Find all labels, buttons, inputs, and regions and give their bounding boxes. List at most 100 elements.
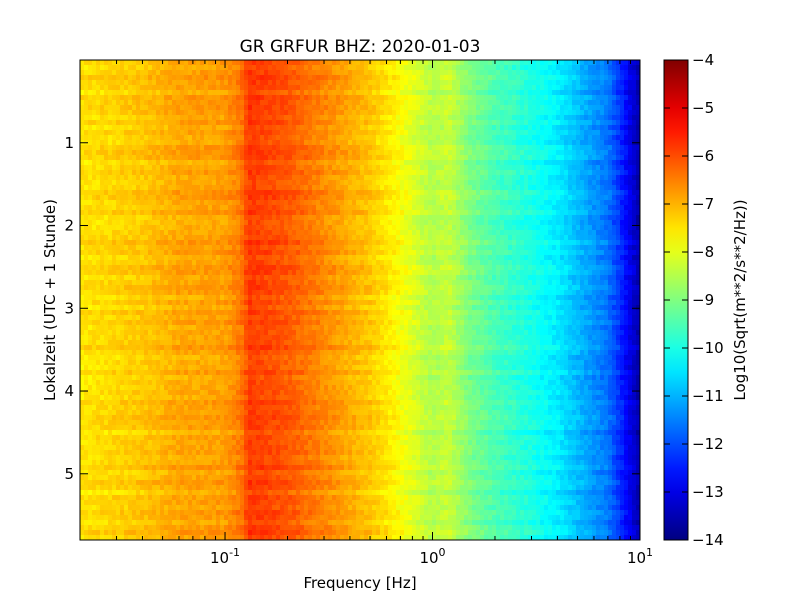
heatmap-cell — [88, 430, 93, 436]
heatmap-cell — [256, 85, 261, 91]
heatmap-cell — [228, 75, 233, 81]
heatmap-cell — [132, 450, 137, 456]
heatmap-cell — [260, 280, 265, 286]
heatmap-cell — [112, 360, 117, 366]
heatmap-cell — [152, 475, 157, 481]
heatmap-cell — [220, 235, 225, 241]
heatmap-cell — [272, 105, 277, 111]
heatmap-cell — [176, 250, 181, 256]
heatmap-cell — [176, 180, 181, 186]
heatmap-cell — [108, 305, 113, 311]
heatmap-cell — [92, 325, 97, 331]
heatmap-cell — [124, 270, 129, 276]
heatmap-cell — [152, 230, 157, 236]
heatmap-cell — [136, 420, 141, 426]
heatmap-cell — [256, 285, 261, 291]
heatmap-cell — [84, 205, 89, 211]
heatmap-cell — [252, 520, 257, 526]
heatmap-cell — [108, 430, 113, 436]
heatmap-cell — [276, 365, 281, 371]
heatmap-cell — [100, 280, 105, 286]
heatmap-cell — [228, 470, 233, 476]
heatmap-cell — [284, 75, 289, 81]
heatmap-cell — [152, 445, 157, 451]
heatmap-cell — [184, 245, 189, 251]
heatmap-cell — [176, 240, 181, 246]
heatmap-cell — [248, 145, 253, 151]
heatmap-cell — [220, 525, 225, 531]
heatmap-cell — [212, 470, 217, 476]
heatmap-cell — [88, 265, 93, 271]
heatmap-cell — [248, 120, 253, 126]
heatmap-cell — [168, 400, 173, 406]
heatmap-cell — [208, 335, 213, 341]
heatmap-cell — [104, 455, 109, 461]
heatmap-cell — [276, 130, 281, 136]
heatmap-cell — [112, 495, 117, 501]
heatmap-cell — [104, 430, 109, 436]
heatmap-cell — [276, 350, 281, 356]
heatmap-cell — [260, 305, 265, 311]
heatmap-cell — [164, 240, 169, 246]
heatmap-cell — [160, 160, 165, 166]
heatmap-cell — [236, 385, 241, 391]
heatmap-cell — [204, 415, 209, 421]
heatmap-cell — [212, 480, 217, 486]
heatmap-cell — [252, 475, 257, 481]
heatmap-cell — [224, 165, 229, 171]
heatmap-cell — [168, 270, 173, 276]
heatmap-cell — [260, 160, 265, 166]
heatmap-cell — [284, 335, 289, 341]
heatmap-cell — [236, 480, 241, 486]
heatmap-cell — [128, 295, 133, 301]
heatmap-cell — [276, 490, 281, 496]
heatmap-cell — [192, 105, 197, 111]
heatmap-cell — [144, 485, 149, 491]
heatmap-cell — [200, 115, 205, 121]
heatmap-cell — [88, 175, 93, 181]
heatmap-cell — [160, 465, 165, 471]
heatmap-cell — [220, 390, 225, 396]
heatmap-cell — [224, 300, 229, 306]
heatmap-cell — [108, 155, 113, 161]
heatmap-cell — [248, 410, 253, 416]
heatmap-cell — [216, 515, 221, 521]
heatmap-cell — [80, 495, 85, 501]
heatmap-cell — [280, 385, 285, 391]
heatmap-cell — [152, 315, 157, 321]
heatmap-cell — [260, 125, 265, 131]
heatmap-cell — [124, 305, 129, 311]
heatmap-cell — [180, 290, 185, 296]
heatmap-cell — [176, 150, 181, 156]
heatmap-cell — [136, 185, 141, 191]
heatmap-cell — [176, 480, 181, 486]
heatmap-cell — [100, 255, 105, 261]
heatmap-cell — [96, 365, 101, 371]
heatmap-cell — [256, 500, 261, 506]
heatmap-cell — [112, 275, 117, 281]
heatmap-cell — [200, 425, 205, 431]
heatmap-cell — [120, 265, 125, 271]
heatmap-cell — [100, 460, 105, 466]
heatmap-cell — [168, 410, 173, 416]
heatmap-cell — [188, 75, 193, 81]
heatmap-cell — [196, 280, 201, 286]
heatmap-cell — [124, 140, 129, 146]
heatmap-cell — [276, 485, 281, 491]
heatmap-cell — [164, 210, 169, 216]
heatmap-cell — [268, 485, 273, 491]
heatmap-cell — [208, 395, 213, 401]
heatmap-cell — [128, 485, 133, 491]
heatmap-cell — [264, 500, 269, 506]
heatmap-cell — [268, 245, 273, 251]
heatmap-cell — [148, 485, 153, 491]
heatmap-cell — [144, 380, 149, 386]
heatmap-cell — [176, 275, 181, 281]
heatmap-cell — [196, 95, 201, 101]
heatmap-cell — [212, 250, 217, 256]
heatmap-cell — [188, 515, 193, 521]
heatmap-cell — [196, 300, 201, 306]
heatmap-cell — [232, 170, 237, 176]
heatmap-cell — [196, 260, 201, 266]
heatmap-cell — [160, 330, 165, 336]
